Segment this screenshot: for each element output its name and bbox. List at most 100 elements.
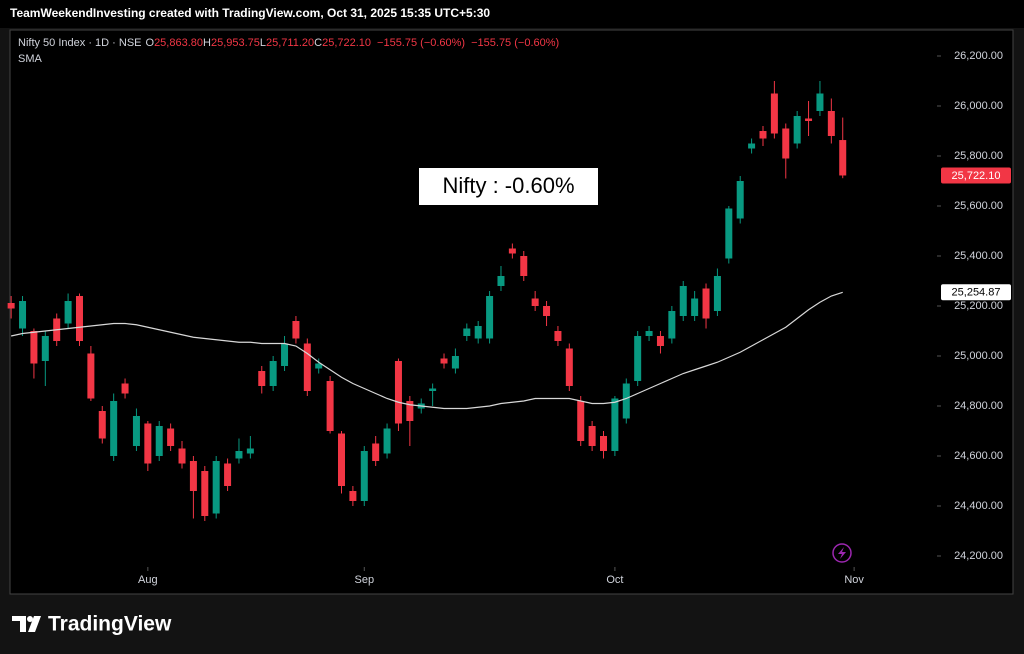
price-tag-label: 25,722.10	[952, 170, 1001, 182]
candle-body	[805, 118, 813, 121]
sma-line	[11, 291, 843, 410]
price-tag	[941, 284, 1011, 301]
brand-name: TradingView	[48, 613, 172, 636]
candle-body	[713, 276, 721, 311]
y-tick-label: 25,600.00	[954, 200, 1003, 212]
candle-body	[212, 461, 220, 514]
candle-body	[281, 343, 289, 366]
candle-body	[144, 423, 152, 464]
candle-body	[531, 298, 539, 306]
candle-body	[406, 401, 414, 421]
candle-body	[520, 256, 528, 276]
candle-body	[303, 343, 311, 391]
candle-body	[588, 426, 596, 446]
legend-change: −155.75 (−0.60%)	[471, 37, 559, 49]
candle-body	[98, 411, 106, 439]
y-tick-label: 24,600.00	[954, 450, 1003, 462]
candle-body	[7, 303, 15, 309]
legend-line: Nifty 50 Index · 1D · NSE O25,863.80H25,9…	[18, 37, 559, 49]
legend-ohlc-key: O	[146, 37, 155, 49]
legend-ohlc-key: L	[260, 37, 266, 49]
candle-body	[155, 426, 163, 456]
y-tick-label: 24,200.00	[954, 550, 1003, 562]
x-tick-label: Sep	[354, 574, 374, 586]
candle-body	[577, 401, 585, 441]
header-band	[0, 0, 1024, 28]
brand-logo	[12, 616, 41, 632]
candle-body	[132, 416, 140, 446]
candle-body	[41, 336, 49, 361]
x-tick-label: Nov	[844, 574, 864, 586]
candle-body	[19, 301, 27, 329]
candle-body	[337, 433, 345, 486]
candle-body	[463, 328, 471, 336]
chart-pane	[9, 29, 1014, 595]
legend-ohlc-value: 25,953.75	[211, 37, 260, 49]
candle-body	[827, 111, 835, 136]
candle-body	[451, 356, 459, 369]
price-tag-label: 25,254.87	[952, 287, 1001, 299]
candle-body	[372, 443, 380, 461]
y-tick-label: 26,000.00	[954, 100, 1003, 112]
candle-body	[645, 331, 653, 336]
candle-body	[269, 361, 277, 386]
legend-ohlc-key: H	[203, 37, 211, 49]
candle-body	[600, 436, 608, 451]
plot-area: 24,200.00 24,400.00 24,600.00 24,800.00 25,0…	[7, 50, 1011, 586]
candle-body	[87, 353, 95, 399]
candle-body	[349, 491, 357, 501]
candle-body	[246, 448, 254, 454]
candle-body	[326, 381, 334, 431]
candle-body	[725, 208, 733, 259]
candle-body	[497, 276, 505, 286]
candle-body	[429, 388, 437, 391]
annotation-box	[419, 168, 598, 205]
legend: Nifty 50 Index · 1D · NSE O25,863.80H25,9…	[18, 37, 559, 65]
candle-body	[75, 296, 83, 341]
candle-body	[224, 463, 232, 486]
candle-body	[736, 181, 744, 219]
candle-body	[611, 398, 619, 451]
candle-body	[679, 286, 687, 316]
y-tick-label: 25,800.00	[954, 150, 1003, 162]
candle-body	[770, 93, 778, 134]
candle-body	[235, 451, 243, 459]
candle-body	[543, 306, 551, 316]
candle-body	[554, 331, 562, 341]
y-tick-label: 25,000.00	[954, 350, 1003, 362]
alert-icon[interactable]	[832, 543, 852, 563]
candle-body	[394, 361, 402, 424]
candle-body	[759, 131, 767, 139]
header-title: TeamWeekendInvesting created with Tradin…	[10, 6, 490, 20]
candle-body	[440, 358, 448, 364]
legend-symbol: Nifty 50 Index · 1D · NSE	[18, 37, 142, 49]
candle-body	[702, 288, 710, 319]
candle-body	[793, 116, 801, 144]
legend-ohlc-value: 25,711.20	[266, 37, 314, 49]
x-tick-label: Oct	[606, 574, 623, 586]
legend-ohlc-value: 25,722.10	[322, 37, 371, 49]
y-tick-label: 25,200.00	[954, 300, 1003, 312]
candle-body	[189, 461, 197, 491]
legend-ohlc-value: 25,863.80	[154, 37, 203, 49]
candle-body	[782, 128, 790, 159]
annotation: Nifty : -0.60%	[442, 173, 574, 198]
candle-body	[565, 348, 573, 386]
candle-body	[292, 321, 300, 339]
candle-body	[110, 401, 118, 456]
candle-body	[474, 326, 482, 339]
candle-body	[839, 140, 847, 176]
candle-body	[178, 448, 186, 464]
candle-body	[668, 311, 676, 339]
price-tag	[941, 167, 1011, 184]
y-tick-label: 25,400.00	[954, 250, 1003, 262]
candle-body	[167, 428, 175, 446]
candle-body	[64, 301, 72, 324]
candle-body	[656, 336, 664, 346]
candle-body	[383, 428, 391, 454]
candle-body	[486, 296, 494, 339]
candle-body	[634, 336, 642, 381]
candle-body	[508, 248, 516, 254]
candle-body	[360, 451, 368, 501]
